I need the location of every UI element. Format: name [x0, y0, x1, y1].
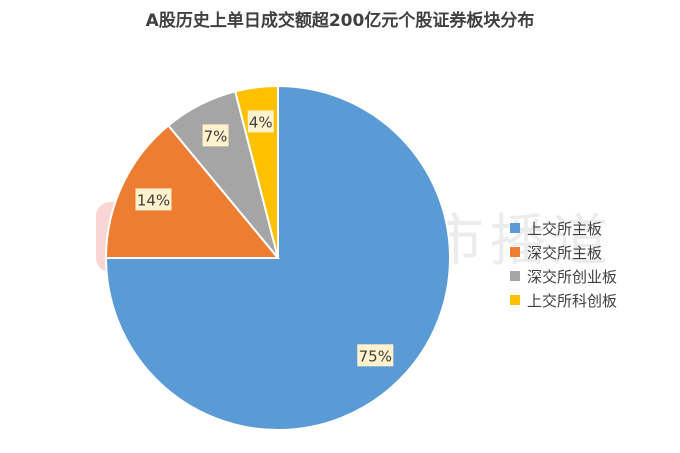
- legend-swatch: [510, 271, 520, 281]
- legend-swatch: [510, 295, 520, 305]
- legend-label: 上交所主板: [527, 219, 603, 238]
- data-label-2: 14%: [135, 188, 172, 211]
- legend-swatch: [510, 247, 520, 257]
- legend-item-3: 深交所创业板: [510, 264, 617, 288]
- data-label-1: 75%: [357, 344, 394, 367]
- chart-title: A股历史上单日成交额超200亿元个股证券板块分布: [145, 11, 535, 31]
- data-label-3: 7%: [202, 124, 229, 147]
- legend-label: 深交所创业板: [527, 267, 618, 286]
- legend-label: 上交所科创板: [527, 291, 618, 310]
- legend-item-2: 深交所主板: [510, 240, 617, 264]
- legend-swatch: [510, 223, 520, 233]
- svg-text:14%: 14%: [137, 191, 170, 209]
- legend-label: 深交所主板: [527, 243, 603, 262]
- pie-slice-2: [104, 124, 281, 259]
- svg-text:7%: 7%: [204, 127, 228, 145]
- legend: 上交所主板深交所主板深交所创业板 上交所科创板: [510, 216, 617, 312]
- legend-item-4: 上交所科创板: [510, 288, 617, 312]
- data-label-4: 4%: [247, 110, 274, 133]
- svg-text:4%: 4%: [249, 113, 273, 131]
- svg-text:75%: 75%: [359, 347, 392, 365]
- legend-item-1: 上交所主板: [510, 216, 617, 240]
